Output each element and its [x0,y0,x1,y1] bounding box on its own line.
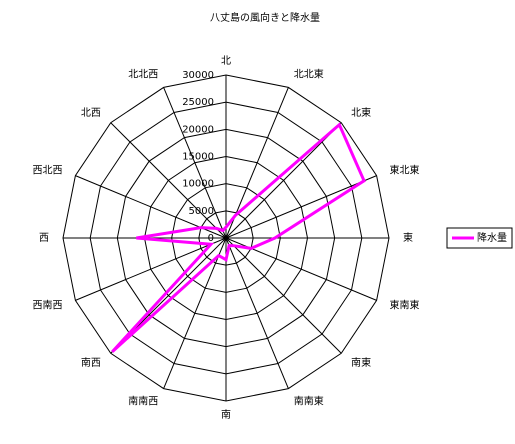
category-label: 南南東 [294,395,324,408]
category-label: 東 [403,231,413,244]
category-label: 南 [221,408,231,421]
category-label: 北西 [81,107,101,119]
axis-spoke [163,87,227,239]
tick-label: 5000 [189,206,214,217]
category-label: 北北西 [128,68,158,80]
category-label: 東北東 [390,163,420,176]
series-line [111,122,366,353]
tick-label: 10000 [182,179,214,190]
axis-spoke [225,122,342,239]
category-label: 南西 [81,356,101,369]
axis-spoke [75,237,227,301]
category-label: 西北西 [32,164,62,176]
category-label: 西 [39,233,49,244]
category-label: 北北東 [294,67,324,80]
category-label: 北東 [351,106,371,119]
legend-box [446,227,513,249]
category-label: 東南東 [390,299,420,312]
tick-label: 25000 [182,97,214,108]
tick-label: 30000 [182,70,214,81]
tick-label: 0 [208,233,214,244]
axis-spoke [163,237,227,389]
axis-spoke [225,175,377,239]
axis-spoke [225,237,342,354]
legend-label: 降水量 [477,231,507,244]
tick-label: 15000 [182,152,214,163]
category-label: 南南西 [128,395,158,408]
category-label: 南東 [351,356,371,369]
chart-title: 八丈島の風向きと降水量 [210,11,320,24]
tick-label: 20000 [182,124,214,135]
category-label: 北 [221,55,231,67]
axis-spoke [225,237,289,389]
axis-spoke [110,122,227,239]
category-label: 西南西 [32,299,62,312]
